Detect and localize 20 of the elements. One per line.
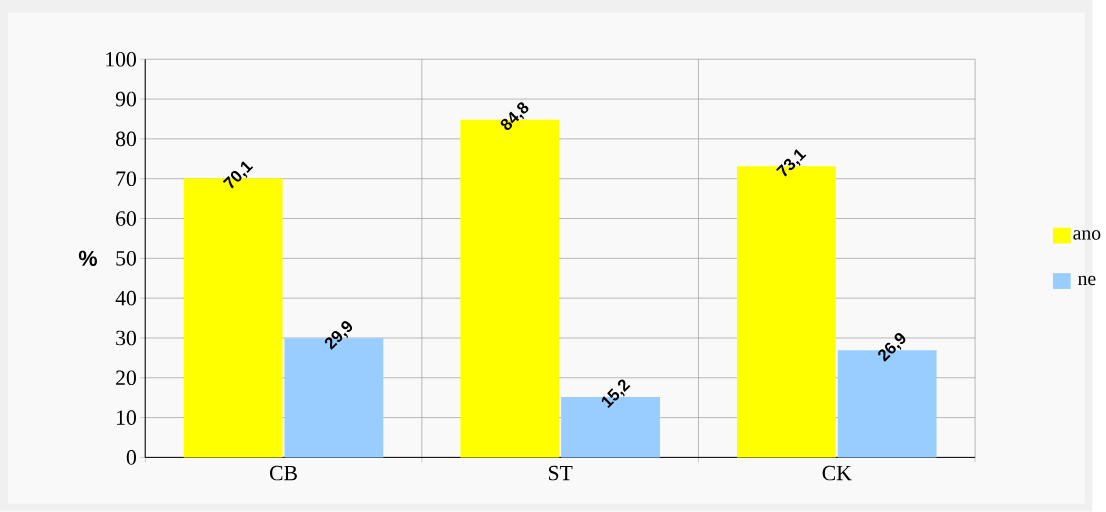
legend-label: ano xyxy=(1073,230,1101,240)
y-tick-label: 100 xyxy=(106,52,136,67)
x-tick-label: CK xyxy=(822,465,852,481)
data-label: 84,8 xyxy=(500,102,529,131)
y-tick-label: 30 xyxy=(116,330,136,346)
y-tick-label: 0 xyxy=(126,450,136,465)
y-tick-label: 70 xyxy=(116,171,136,187)
y-tick-label: 50 xyxy=(116,251,136,266)
x-tick-label: ST xyxy=(548,465,573,481)
x-tick-label: CB xyxy=(269,465,297,481)
data-label: 73,1 xyxy=(776,149,807,177)
data-label: 70,1 xyxy=(222,161,254,189)
y-tick-label: 90 xyxy=(115,91,136,107)
y-axis-title: % xyxy=(78,250,97,267)
y-tick-label: 80 xyxy=(115,131,136,147)
y-tick-label: 10 xyxy=(117,410,136,426)
y-tick-label: 20 xyxy=(116,370,136,386)
y-tick-label: 60 xyxy=(116,211,136,226)
y-tick-label: 40 xyxy=(115,290,136,306)
legend-label: ne xyxy=(1078,275,1096,286)
